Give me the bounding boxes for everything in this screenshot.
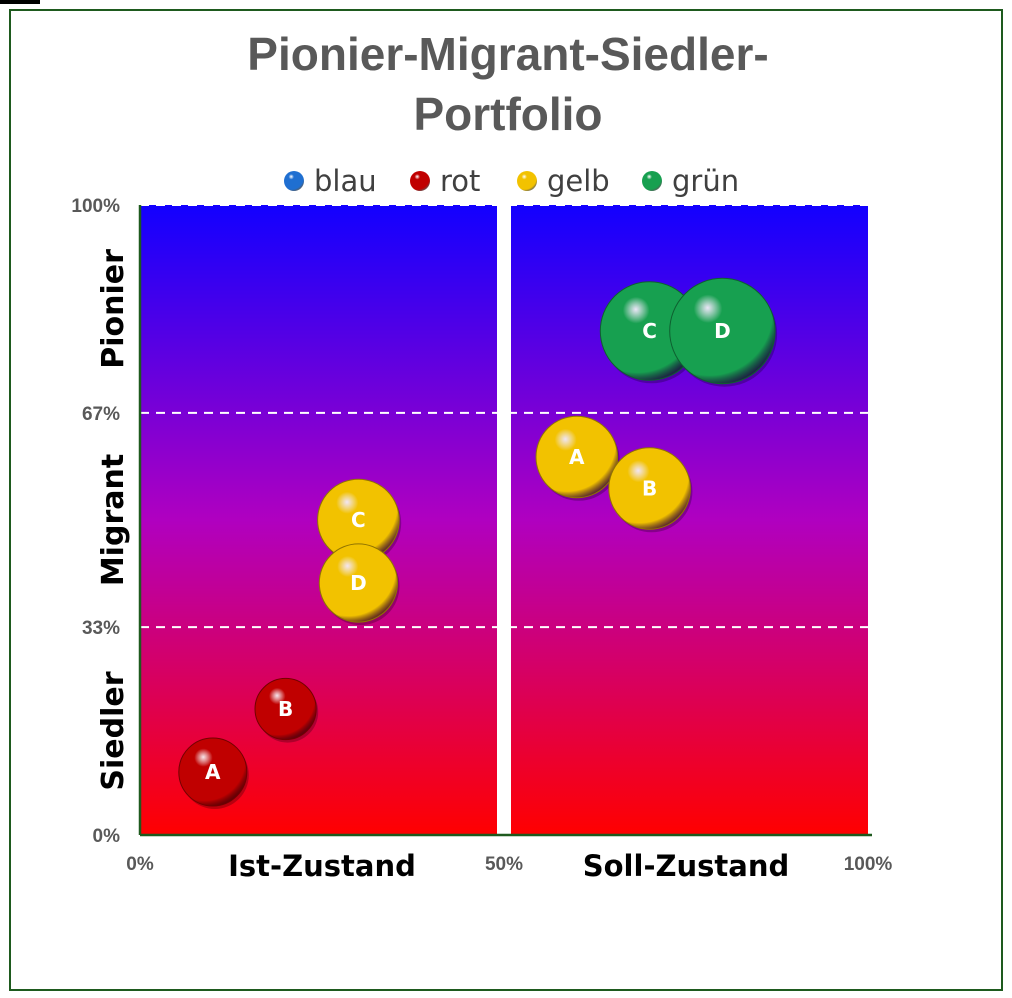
bubble-marker bbox=[535, 415, 619, 499]
bubble-marker bbox=[254, 677, 317, 741]
chart-title-line-1: Pionier-Migrant-Siedler- bbox=[247, 28, 768, 80]
zone-label-pionier: Pionier bbox=[96, 249, 131, 369]
bubble-rot-B: B bbox=[254, 677, 319, 743]
legend-marker-gelb bbox=[517, 171, 537, 191]
bubble-gelb-D: D bbox=[318, 543, 400, 626]
corner-mark bbox=[0, 0, 40, 4]
y-tick-label: 0% bbox=[93, 826, 121, 847]
half-label-ist: Ist-Zustand bbox=[228, 849, 416, 883]
legend-marker-blau bbox=[284, 171, 304, 191]
legend-label-blau: blau bbox=[314, 164, 377, 198]
legend-marker-rot bbox=[410, 171, 430, 191]
bubble-label: B bbox=[642, 477, 657, 501]
bubble-label: D bbox=[350, 571, 367, 595]
bubble-marker bbox=[318, 543, 398, 623]
bubble-label: C bbox=[351, 508, 366, 532]
bubble-grün-D: D bbox=[669, 277, 778, 387]
x-tick-label: 0% bbox=[126, 854, 154, 875]
axes bbox=[138, 205, 872, 837]
half-labels: Ist-Zustand Soll-Zustand bbox=[228, 849, 789, 883]
bubble-gelb-C: C bbox=[317, 478, 402, 564]
bubble-marker bbox=[608, 447, 691, 530]
x-tick-label: 50% bbox=[485, 854, 523, 875]
bubble-label: A bbox=[569, 445, 585, 469]
bubble-marker bbox=[669, 277, 776, 385]
tick-labels: 0% 33% 67% 100% 0% 50% 100% bbox=[71, 196, 892, 875]
bubble-gelb-A: A bbox=[535, 415, 620, 501]
bubble-rot-A: A bbox=[178, 737, 249, 809]
bubble-marker bbox=[178, 737, 248, 807]
legend-marker-grün bbox=[642, 171, 662, 191]
half-label-soll: Soll-Zustand bbox=[583, 849, 790, 883]
legend-label-rot: rot bbox=[440, 164, 480, 198]
legend: blau rot gelb grün bbox=[284, 164, 739, 198]
chart-title-line-2: Portfolio bbox=[413, 88, 602, 140]
legend-label-gelb: gelb bbox=[547, 164, 610, 198]
zone-label-migrant: Migrant bbox=[96, 454, 131, 586]
x-tick-label: 100% bbox=[844, 854, 893, 875]
bubble-label: C bbox=[642, 319, 657, 343]
bubble-label: A bbox=[205, 760, 221, 784]
zone-labels: Siedler Migrant Pionier bbox=[96, 249, 131, 791]
legend-label-grün: grün bbox=[672, 164, 739, 198]
bubble-label: B bbox=[278, 697, 293, 721]
zone-label-siedler: Siedler bbox=[96, 671, 131, 790]
y-tick-label: 67% bbox=[82, 404, 120, 425]
y-tick-label: 33% bbox=[82, 618, 120, 639]
bubble-gelb-B: B bbox=[608, 447, 693, 533]
bubble-label: D bbox=[714, 319, 731, 343]
y-tick-label: 100% bbox=[71, 196, 120, 217]
bubbles: A B C D A B C D bbox=[178, 277, 778, 809]
